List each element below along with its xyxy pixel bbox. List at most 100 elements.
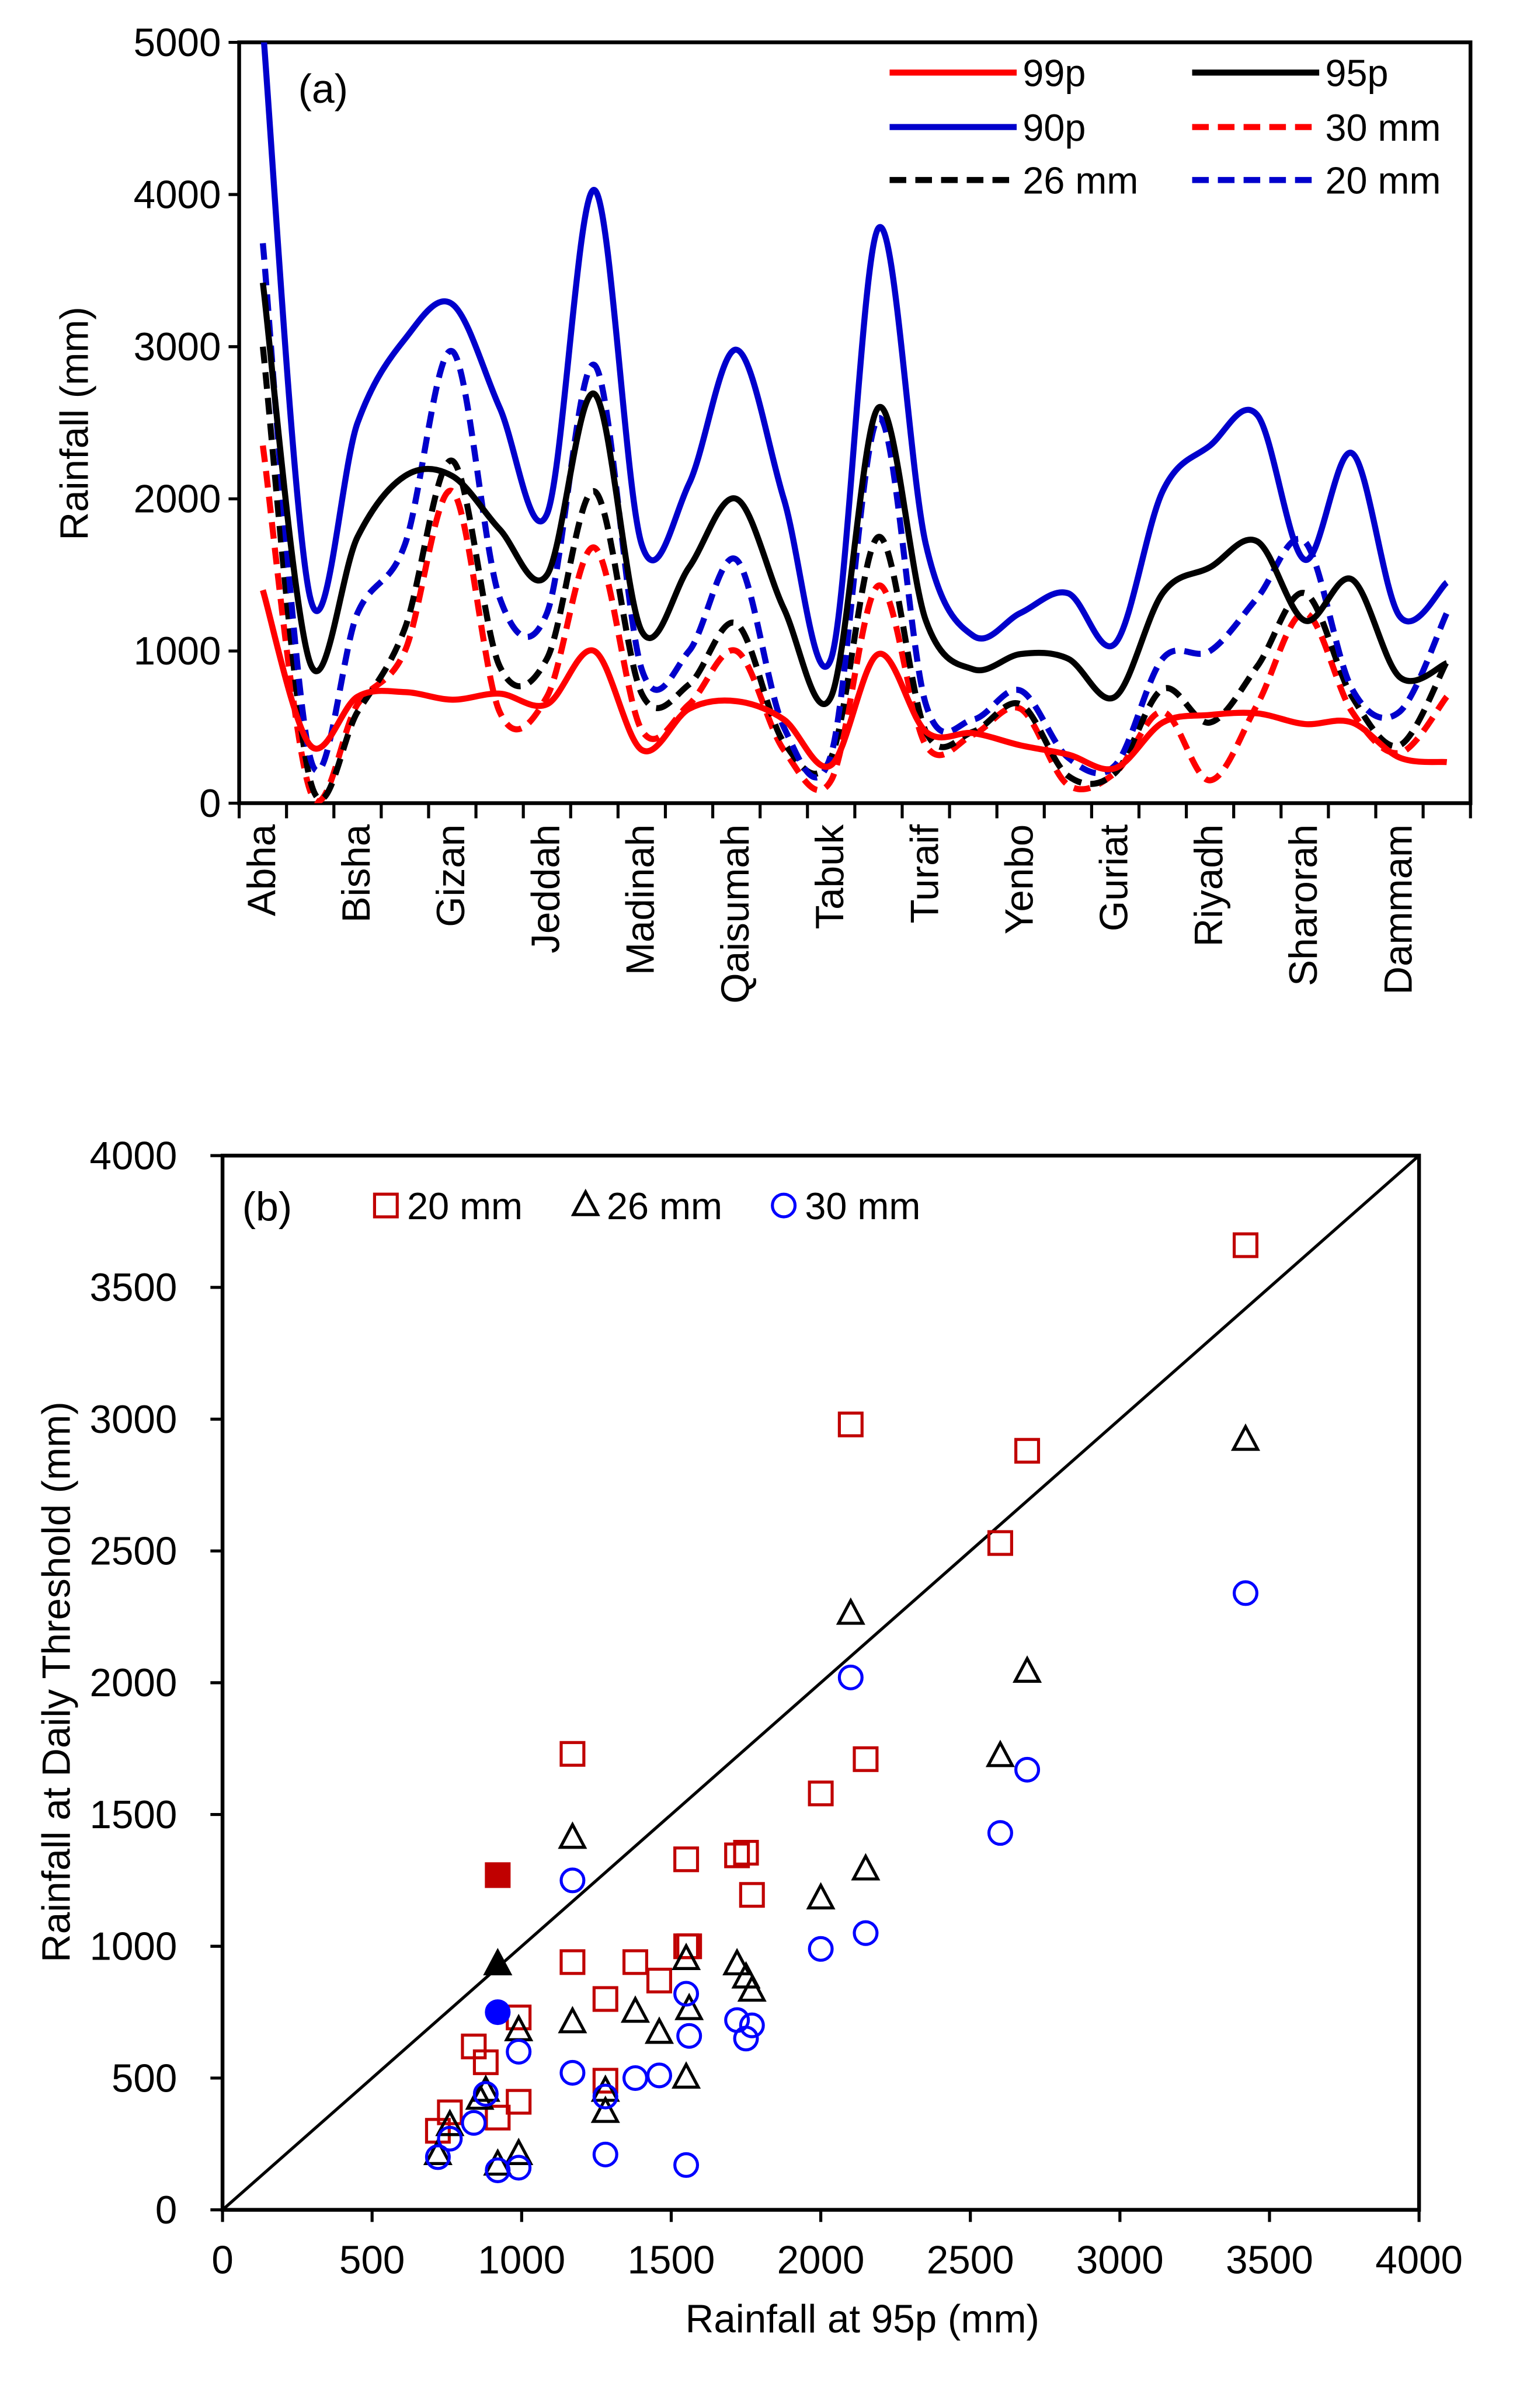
x-tick-label: Jeddah bbox=[524, 824, 568, 954]
data-point bbox=[506, 2038, 532, 2065]
data-point bbox=[646, 2062, 672, 2089]
data-point bbox=[504, 2138, 534, 2165]
one-to-one-line bbox=[221, 1154, 1420, 2211]
data-point bbox=[435, 2108, 465, 2136]
panel-b-y-label: Rainfall at Daily Threshold (mm) bbox=[34, 1401, 78, 1962]
x-tick-label: Turaif bbox=[903, 824, 947, 924]
data-point bbox=[506, 2089, 532, 2115]
data-point bbox=[836, 1597, 865, 1625]
data-point-filled bbox=[483, 1948, 513, 1976]
legend: 20 mm 26 mm 30 mm bbox=[373, 1185, 920, 1227]
data-point bbox=[739, 1882, 765, 1908]
data-point bbox=[987, 1820, 1013, 1846]
data-point bbox=[1014, 1756, 1041, 1783]
x-tick-label: 3500 bbox=[1226, 2238, 1313, 2282]
data-point bbox=[622, 1949, 649, 1975]
data-point bbox=[1232, 1232, 1259, 1258]
data-point bbox=[461, 2110, 487, 2136]
data-point bbox=[851, 1853, 881, 1881]
y-tick-label: 4000 bbox=[134, 173, 221, 217]
legend-label: 99p bbox=[1022, 52, 1086, 95]
data-point bbox=[808, 1780, 834, 1807]
legend: 99p 95p 90p 30 mm 26 mm 20 mm bbox=[889, 52, 1441, 202]
x-tick-label: 2500 bbox=[927, 2238, 1014, 2282]
series-line-20-mm bbox=[259, 243, 1450, 781]
x-tick-label: Madinah bbox=[619, 824, 663, 975]
data-point bbox=[590, 2095, 620, 2123]
data-point bbox=[674, 1992, 704, 2020]
y-tick-label: 2000 bbox=[90, 1661, 178, 1705]
y-tick-label: 1000 bbox=[90, 1925, 178, 1969]
data-point bbox=[425, 2144, 451, 2170]
series-26-mm bbox=[423, 1423, 1261, 2176]
y-tick-label: 1000 bbox=[134, 629, 221, 673]
legend-label: 20 mm bbox=[407, 1185, 523, 1227]
data-point bbox=[722, 1948, 752, 1976]
data-point bbox=[472, 2081, 499, 2107]
data-point bbox=[592, 2068, 618, 2094]
data-point bbox=[673, 1846, 700, 1873]
data-point bbox=[806, 1882, 836, 1910]
data-point bbox=[559, 1867, 586, 1894]
x-tick-label: 4000 bbox=[1375, 2238, 1463, 2282]
data-point bbox=[676, 1933, 702, 1960]
y-tick-label: 4000 bbox=[90, 1134, 178, 1178]
x-tick-label: 3000 bbox=[1076, 2238, 1164, 2282]
y-tick-label: 3000 bbox=[134, 325, 221, 369]
x-tick-label: Sharorah bbox=[1282, 824, 1326, 986]
x-tick-label: 0 bbox=[211, 2238, 233, 2282]
data-point bbox=[592, 2141, 618, 2167]
data-point bbox=[622, 2065, 649, 2091]
series-line-95p bbox=[259, 282, 1448, 707]
legend-marker bbox=[771, 1192, 797, 1219]
data-point bbox=[739, 2012, 765, 2038]
legend-marker bbox=[373, 1192, 399, 1219]
x-tick-label: Abha bbox=[240, 824, 284, 916]
data-point bbox=[423, 2138, 453, 2165]
panel-a-label: (a) bbox=[298, 66, 348, 112]
y-tick-label: 3500 bbox=[90, 1266, 178, 1310]
data-point bbox=[483, 2148, 513, 2176]
x-tick-label: Qaisumah bbox=[714, 824, 757, 1004]
x-tick-label: 1000 bbox=[478, 2238, 565, 2282]
series-20-mm bbox=[425, 1232, 1259, 2144]
series-line-90p bbox=[260, 42, 1449, 670]
data-point bbox=[471, 2074, 500, 2102]
series-line-26-mm bbox=[259, 346, 1450, 802]
data-point bbox=[1014, 1438, 1041, 1464]
data-point bbox=[485, 2104, 511, 2131]
data-point bbox=[559, 1741, 586, 1767]
y-tick-label: 500 bbox=[112, 2056, 177, 2100]
series-30-mm bbox=[425, 1580, 1259, 2183]
y-tick-label: 0 bbox=[155, 2188, 177, 2232]
legend-label: 30 mm bbox=[1326, 106, 1441, 149]
data-point bbox=[485, 2157, 511, 2183]
series-line-30-mm bbox=[259, 445, 1449, 803]
data-point bbox=[644, 2016, 674, 2044]
x-tick-label: Gizan bbox=[429, 824, 473, 927]
y-tick-label: 1500 bbox=[90, 1793, 178, 1837]
y-tick-label: 5000 bbox=[134, 21, 221, 65]
x-tick-label: 2000 bbox=[777, 2238, 865, 2282]
data-point bbox=[592, 1986, 618, 2012]
data-point bbox=[733, 2026, 759, 2052]
data-point bbox=[733, 1840, 759, 1866]
data-point bbox=[437, 2125, 463, 2152]
data-point bbox=[724, 1842, 750, 1868]
x-tick-label: Tabuk bbox=[808, 824, 852, 929]
data-point bbox=[987, 1530, 1013, 1556]
x-tick-label: Yenbo bbox=[997, 824, 1041, 935]
panel-a-y-label: Rainfall (mm) bbox=[53, 307, 97, 540]
y-tick-label: 2000 bbox=[134, 478, 221, 521]
data-point bbox=[1230, 1423, 1261, 1451]
data-point bbox=[558, 2006, 587, 2034]
data-point bbox=[646, 1967, 672, 1993]
data-point bbox=[558, 1821, 587, 1849]
legend-label: 26 mm bbox=[607, 1185, 722, 1227]
data-point-filled bbox=[485, 1999, 511, 2026]
data-point bbox=[853, 1920, 879, 1946]
legend-label: 26 mm bbox=[1022, 159, 1138, 202]
data-point bbox=[985, 1739, 1015, 1767]
y-tick-label: 2500 bbox=[90, 1529, 178, 1573]
